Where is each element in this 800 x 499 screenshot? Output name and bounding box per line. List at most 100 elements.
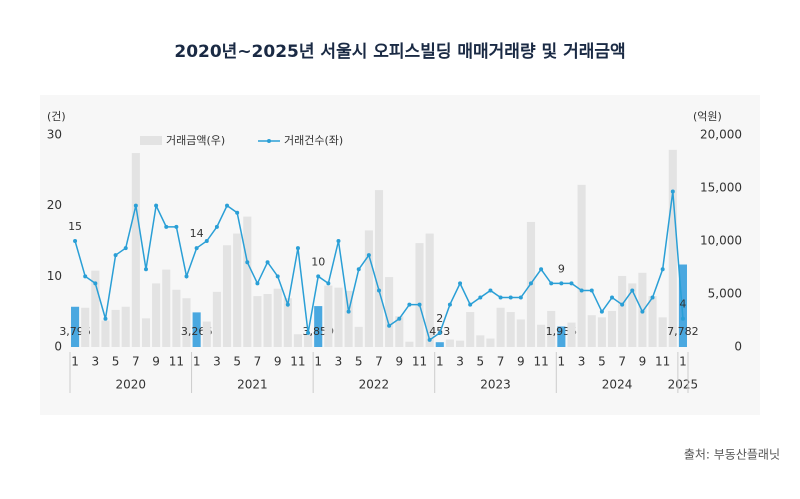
x-tick-label: 3 [335, 355, 343, 369]
line-value-label: 9 [558, 262, 565, 275]
line-point [539, 267, 544, 272]
line-value-label: 14 [190, 227, 204, 240]
x-tick-label: 1 [558, 355, 566, 369]
legend-label: 거래금액(우) [166, 134, 225, 147]
bar [618, 275, 627, 347]
x-tick-label: 9 [152, 355, 160, 369]
x-tick-label: 11 [290, 355, 305, 369]
group-label: 2025 [668, 378, 699, 392]
line-point [265, 260, 270, 265]
y-tick-label: 10 [47, 269, 62, 283]
x-tick-label: 1 [679, 355, 687, 369]
x-tick-label: 7 [132, 355, 140, 369]
legend-swatch [140, 136, 162, 145]
bar [435, 342, 444, 347]
x-tick-label: 5 [112, 355, 120, 369]
line-point [458, 281, 463, 286]
x-tick-label: 3 [92, 355, 100, 369]
x-tick-label: 3 [578, 355, 586, 369]
bar [243, 216, 252, 347]
line-point [427, 337, 432, 342]
bar [222, 245, 232, 347]
line-value-label: 10 [311, 255, 325, 268]
bar [131, 153, 140, 347]
line-point [589, 288, 594, 293]
bar [334, 287, 343, 347]
line-point [417, 302, 422, 307]
bar [395, 316, 404, 347]
line-point [447, 302, 452, 307]
line-point [437, 330, 442, 335]
bar [567, 322, 576, 347]
line-point [93, 281, 98, 286]
bar [304, 334, 313, 347]
group-label: 2020 [116, 378, 147, 392]
line-point [650, 295, 655, 300]
line-point [123, 246, 128, 251]
line-point [397, 316, 402, 321]
bar [121, 306, 130, 347]
x-tick-label: 11 [169, 355, 184, 369]
source: 출처: 부동산플래닛 [684, 448, 780, 462]
bar [668, 149, 677, 347]
line-point [518, 295, 523, 300]
bar-value-label: 7,782 [667, 325, 699, 338]
bar [658, 317, 667, 347]
y2-tick-label: 5,000 [708, 287, 742, 301]
line-point [184, 274, 189, 279]
line-value-label: 4 [679, 298, 686, 311]
line-point [133, 203, 138, 208]
bar [71, 306, 80, 347]
bar [172, 289, 181, 347]
bar [81, 307, 90, 347]
y-tick-label: 30 [47, 128, 62, 142]
line-point [235, 210, 240, 215]
bar [283, 298, 292, 347]
line-point [103, 316, 108, 321]
line-point [387, 323, 392, 328]
x-tick-label: 9 [517, 355, 525, 369]
bar [577, 184, 586, 347]
line-point [620, 302, 625, 307]
x-tick-label: 5 [598, 355, 606, 369]
x-tick-label: 7 [618, 355, 626, 369]
y2-tick-label: 20,000 [700, 128, 742, 142]
bar [182, 298, 191, 347]
x-tick-label: 1 [193, 355, 201, 369]
bar [101, 320, 110, 347]
line-point [154, 203, 159, 208]
line-point [488, 288, 493, 293]
bar [445, 339, 454, 347]
line-point [164, 224, 169, 229]
bar [557, 326, 566, 347]
bar [374, 190, 384, 347]
line-point [468, 302, 473, 307]
line-point [306, 330, 311, 335]
x-tick-label: 7 [254, 355, 262, 369]
line-point [174, 224, 179, 229]
line-point [143, 267, 148, 272]
line-point [83, 274, 88, 279]
line-point [549, 281, 554, 286]
x-tick-label: 7 [497, 355, 505, 369]
line-point [630, 288, 635, 293]
line-point [255, 281, 260, 286]
line-point [498, 295, 503, 300]
line-point [336, 239, 341, 243]
x-tick-label: 9 [274, 355, 282, 369]
x-tick-label: 9 [639, 355, 647, 369]
legend-swatch [267, 139, 271, 143]
line-point [610, 295, 615, 300]
line-point [316, 274, 321, 279]
line-point [73, 239, 78, 243]
line-value-label: 2 [436, 312, 443, 325]
x-tick-label: 5 [355, 355, 363, 369]
bar [648, 296, 657, 347]
x-tick-label: 1 [436, 355, 444, 369]
chart-title: 2020년~2025년 서울시 오피스빌딩 매매거래량 및 거래금액 [174, 42, 625, 62]
bar [537, 324, 546, 347]
x-tick-label: 5 [476, 355, 484, 369]
bar [476, 335, 485, 347]
y2-tick-label: 0 [734, 340, 742, 354]
line-point [407, 302, 412, 307]
